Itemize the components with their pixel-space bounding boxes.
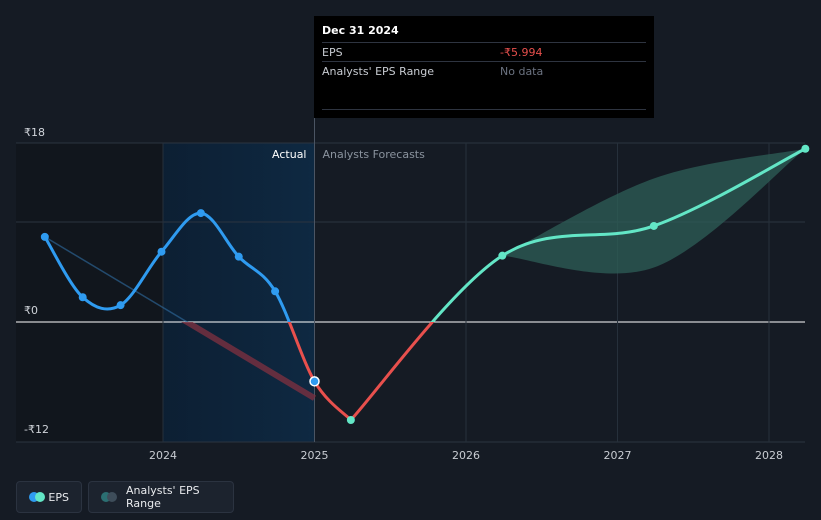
tooltip: Dec 31 2024 EPS -₹5.994 Analysts' EPS Ra… — [314, 16, 654, 118]
tooltip-range-label: Analysts' EPS Range — [322, 65, 435, 78]
eps-marker-selected — [309, 376, 320, 387]
trend-line-negative — [181, 322, 317, 401]
eps-marker-actual — [271, 287, 280, 296]
eps-marker-actual — [157, 247, 166, 256]
tooltip-range-value: No data — [500, 65, 544, 78]
x-tick-label: 2027 — [604, 449, 632, 462]
eps-marker-forecast — [801, 144, 810, 153]
eps-line-forecast-negative — [349, 322, 435, 422]
forecasts-label: Analysts Forecasts — [323, 148, 426, 161]
legend-analysts-range[interactable]: Analysts' EPS Range — [88, 481, 234, 513]
eps-marker-actual — [196, 209, 205, 218]
y-tick-label: ₹18 — [24, 126, 45, 139]
y-tick-label: ₹0 — [24, 304, 38, 317]
eps-marker-actual — [78, 293, 87, 302]
tooltip-row-range: Analysts' EPS Range No data — [322, 61, 646, 80]
eps-line-forecast-positive — [430, 147, 807, 322]
eps-marker-forecast — [649, 221, 658, 230]
analysts-eps-range-area — [502, 148, 806, 274]
trend-line-positive — [44, 236, 189, 322]
tooltip-row-eps: EPS -₹5.994 — [322, 42, 646, 61]
legend-range-label: Analysts' EPS Range — [125, 484, 200, 510]
legend-eps-label: EPS — [48, 490, 69, 504]
actual-label: Actual — [272, 148, 306, 161]
past-region — [16, 143, 163, 442]
x-tick-label: 2025 — [301, 449, 329, 462]
eps-marker-actual — [234, 252, 243, 261]
tooltip-eps-label: EPS — [322, 46, 343, 59]
eps-marker-forecast — [498, 251, 507, 260]
eps-marker-forecast — [346, 416, 355, 425]
x-tick-label: 2026 — [452, 449, 480, 462]
x-tick-label: 2028 — [755, 449, 783, 462]
tooltip-date: Dec 31 2024 — [322, 24, 399, 37]
tooltip-divider — [322, 109, 646, 110]
legend-eps[interactable]: EPS — [16, 481, 82, 513]
eps-line-actual-negative — [287, 322, 352, 422]
tooltip-eps-value: -₹5.994 — [500, 46, 543, 59]
actual-band — [163, 143, 315, 442]
range-legend-icon — [101, 492, 118, 502]
eps-legend-icon — [29, 492, 45, 502]
x-tick-label: 2024 — [149, 449, 177, 462]
eps-marker-actual — [116, 301, 125, 310]
eps-marker-actual — [40, 232, 49, 241]
y-tick-label: -₹12 — [24, 423, 49, 436]
